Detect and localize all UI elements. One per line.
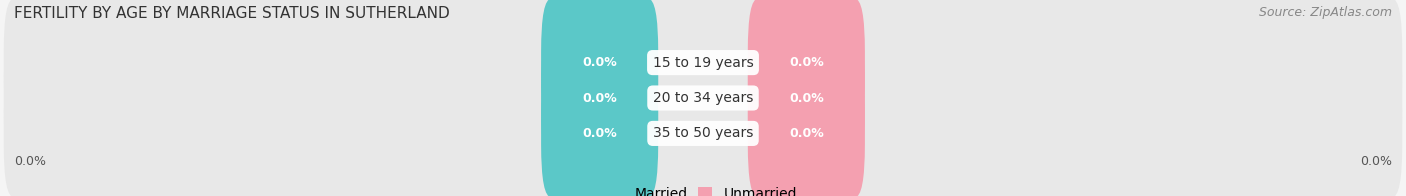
FancyBboxPatch shape bbox=[748, 69, 865, 196]
FancyBboxPatch shape bbox=[748, 0, 865, 127]
Text: FERTILITY BY AGE BY MARRIAGE STATUS IN SUTHERLAND: FERTILITY BY AGE BY MARRIAGE STATUS IN S… bbox=[14, 6, 450, 21]
Text: 15 to 19 years: 15 to 19 years bbox=[652, 56, 754, 70]
FancyBboxPatch shape bbox=[4, 0, 1402, 127]
FancyBboxPatch shape bbox=[748, 34, 865, 162]
Text: 0.0%: 0.0% bbox=[789, 92, 824, 104]
Legend: Married, Unmarried: Married, Unmarried bbox=[603, 181, 803, 196]
Text: 0.0%: 0.0% bbox=[789, 127, 824, 140]
Text: Source: ZipAtlas.com: Source: ZipAtlas.com bbox=[1258, 6, 1392, 19]
Text: 0.0%: 0.0% bbox=[789, 56, 824, 69]
Text: 20 to 34 years: 20 to 34 years bbox=[652, 91, 754, 105]
Text: 0.0%: 0.0% bbox=[582, 127, 617, 140]
FancyBboxPatch shape bbox=[541, 0, 658, 127]
Text: 0.0%: 0.0% bbox=[582, 56, 617, 69]
Text: 0.0%: 0.0% bbox=[1360, 155, 1392, 168]
Text: 0.0%: 0.0% bbox=[582, 92, 617, 104]
FancyBboxPatch shape bbox=[541, 69, 658, 196]
FancyBboxPatch shape bbox=[541, 34, 658, 162]
Text: 0.0%: 0.0% bbox=[14, 155, 46, 168]
Text: 35 to 50 years: 35 to 50 years bbox=[652, 126, 754, 140]
FancyBboxPatch shape bbox=[4, 34, 1402, 162]
FancyBboxPatch shape bbox=[4, 69, 1402, 196]
